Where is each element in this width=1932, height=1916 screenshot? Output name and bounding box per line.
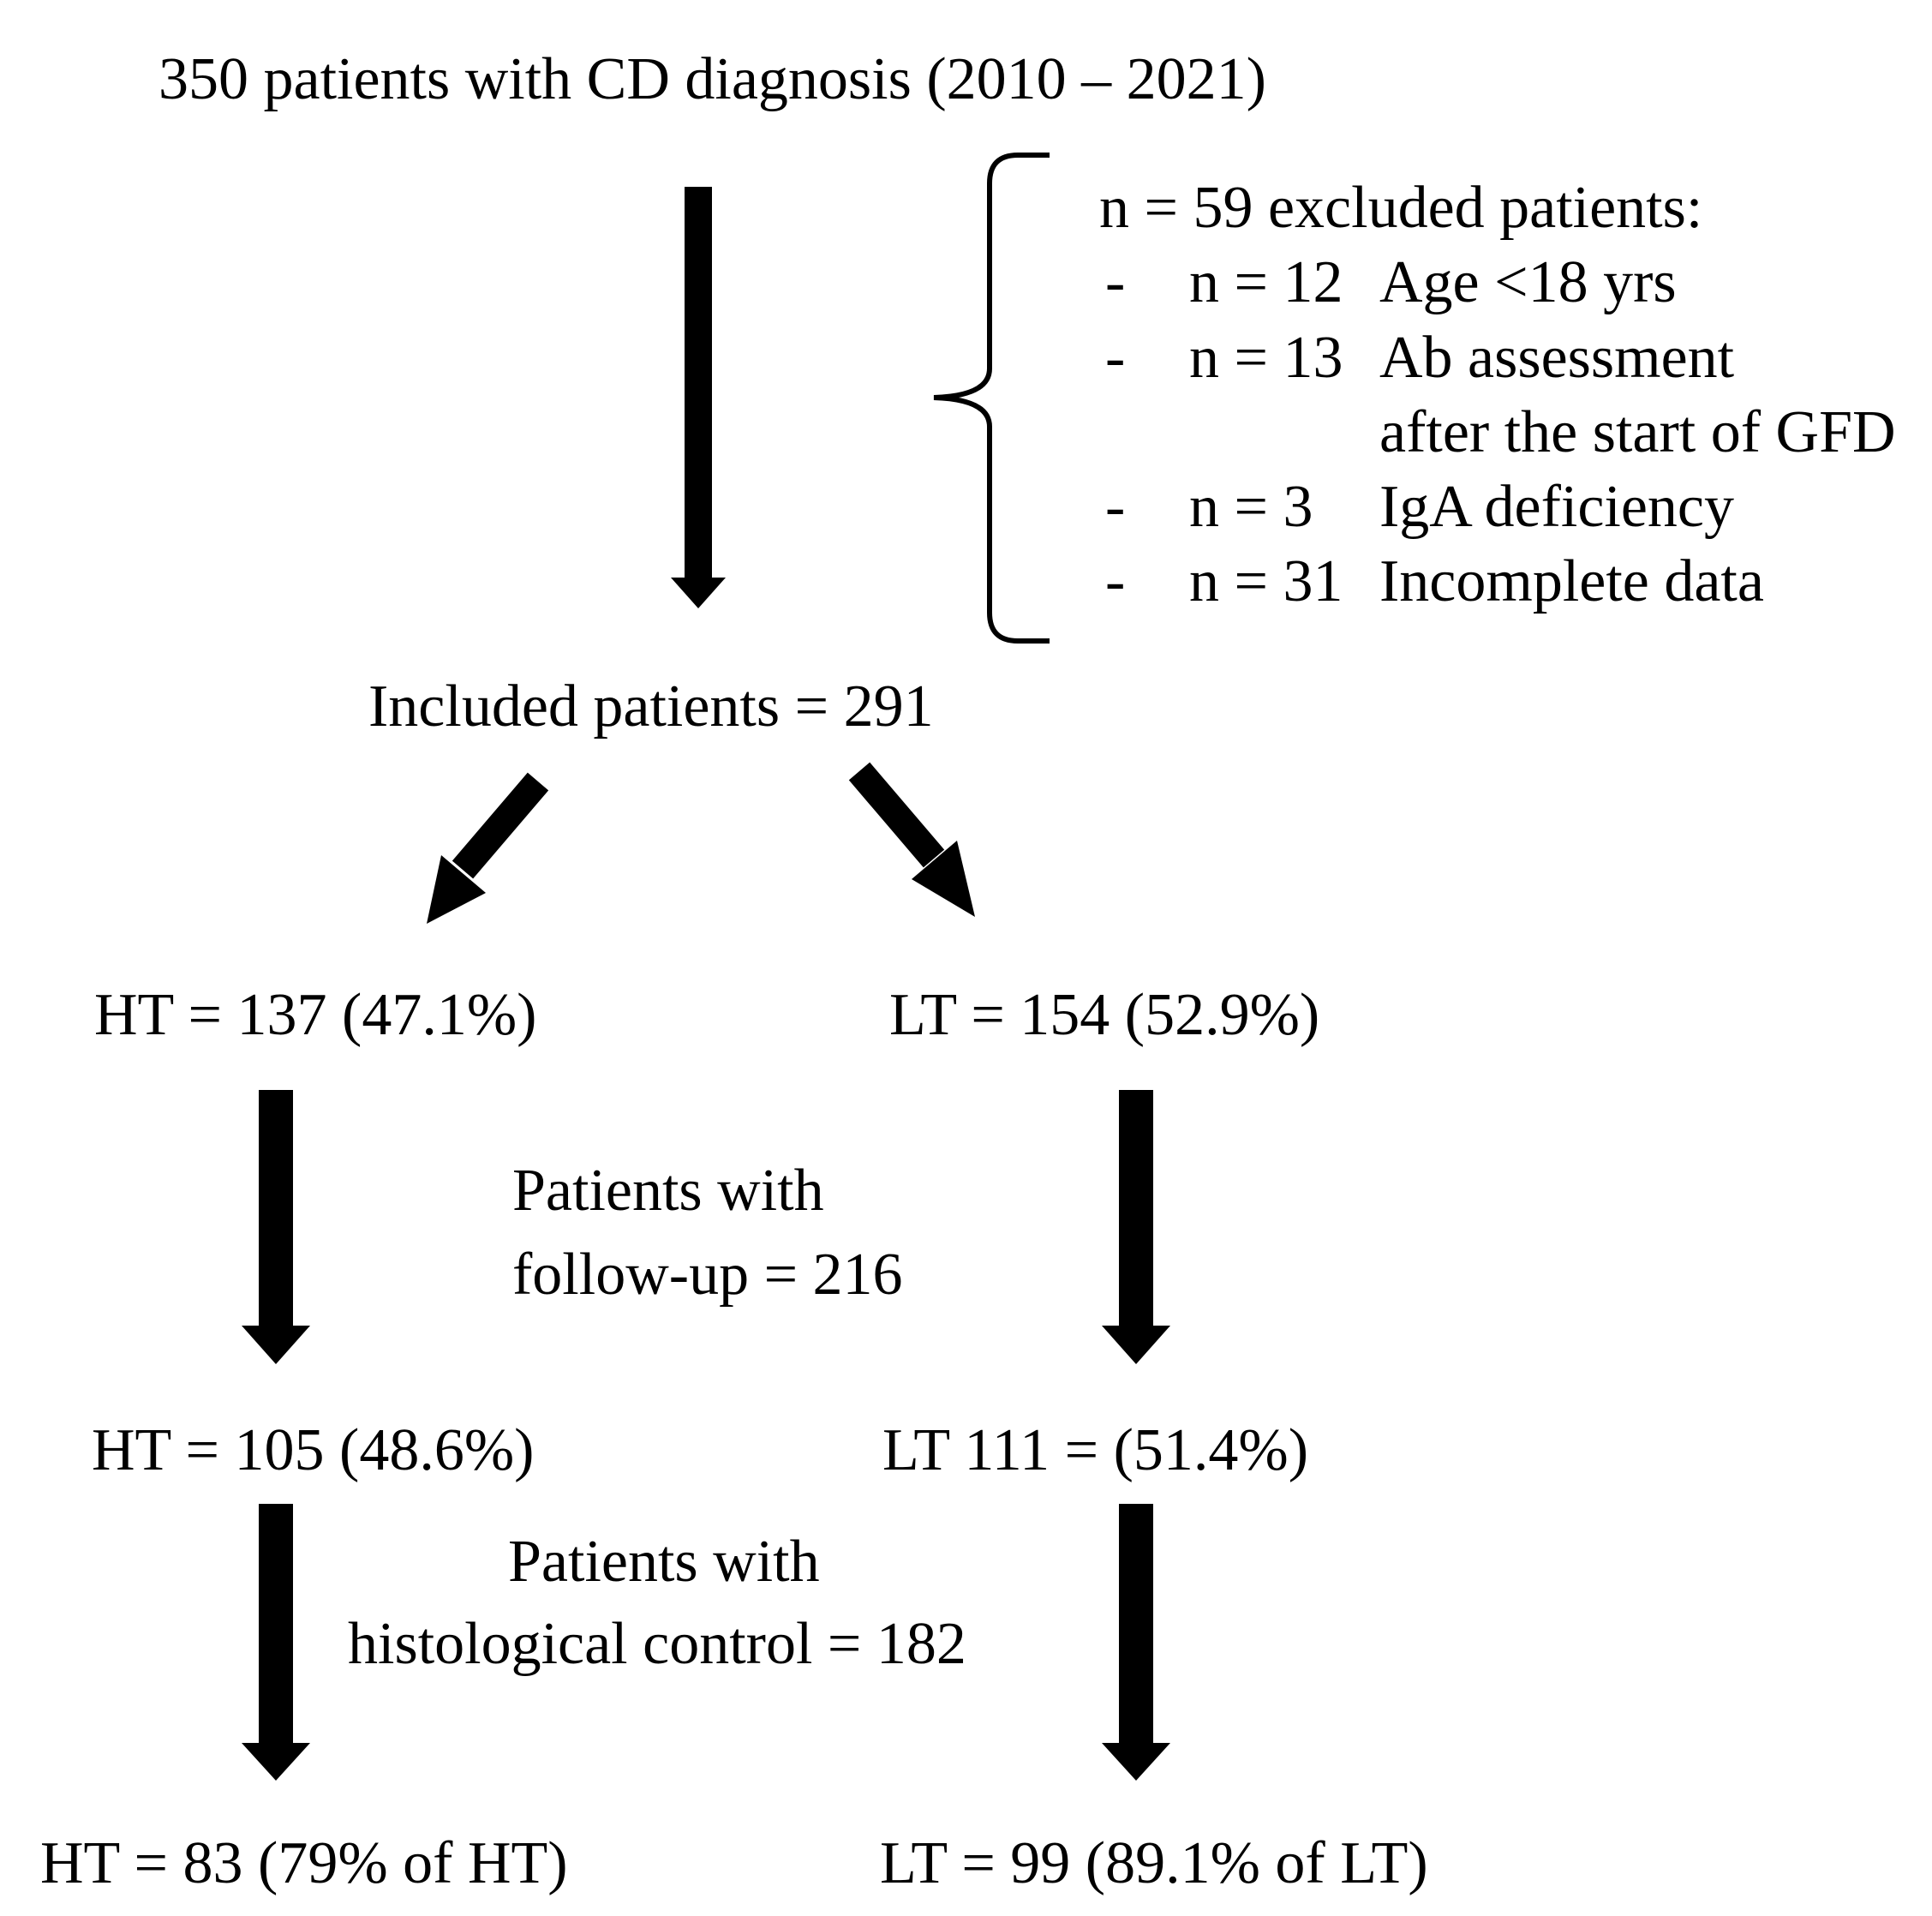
lt-node-level3: LT = 99 (89.1% of LT) <box>880 1830 1428 1896</box>
followup-label-line2: follow-up = 216 <box>512 1242 903 1308</box>
followup-label-line1: Patients with <box>512 1158 824 1224</box>
exclusion-dash: - <box>1105 325 1126 391</box>
arrow-down-left-1 <box>242 1090 310 1364</box>
lt-node-level2: LT 111 = (51.4%) <box>882 1417 1309 1483</box>
ht-node-level2: HT = 105 (48.6%) <box>92 1417 535 1483</box>
exclusion-reason: Age <18 yrs <box>1379 249 1677 315</box>
lt-node-level1: LT = 154 (52.9%) <box>889 982 1320 1048</box>
arrow-diagonal-left <box>427 772 549 924</box>
exclusion-dash: - <box>1105 474 1126 540</box>
exclusion-count: n = 12 <box>1189 249 1343 315</box>
exclusion-bracket <box>933 153 1050 644</box>
arrow-diagonal-right <box>848 762 975 917</box>
arrow-down-right-2 <box>1102 1504 1170 1781</box>
arrow-down-left-2 <box>242 1504 310 1781</box>
exclusion-reason: Ab assessment <box>1379 325 1735 391</box>
exclusion-dash: - <box>1105 548 1126 614</box>
histology-label-line1: Patients with <box>508 1529 820 1595</box>
ht-node-level1: HT = 137 (47.1%) <box>94 982 537 1048</box>
histology-label-line2: histological control = 182 <box>348 1611 966 1677</box>
exclusion-reason: IgA deficiency <box>1379 474 1734 540</box>
exclusion-reason-continued: after the start of GFD <box>1379 399 1896 465</box>
ht-node-level3: HT = 83 (79% of HT) <box>40 1830 568 1896</box>
arrow-down-right-1 <box>1102 1090 1170 1364</box>
top-node: 350 patients with CD diagnosis (2010 – 2… <box>159 46 1266 112</box>
included-node: Included patients = 291 <box>368 674 934 739</box>
exclusion-reason: Incomplete data <box>1379 548 1764 614</box>
exclusion-header: n = 59 excluded patients: <box>1099 175 1703 241</box>
exclusion-count: n = 13 <box>1189 325 1343 391</box>
exclusion-count: n = 3 <box>1189 474 1313 540</box>
arrow-down-main <box>671 187 726 608</box>
exclusion-dash: - <box>1105 249 1126 315</box>
exclusion-count: n = 31 <box>1189 548 1343 614</box>
